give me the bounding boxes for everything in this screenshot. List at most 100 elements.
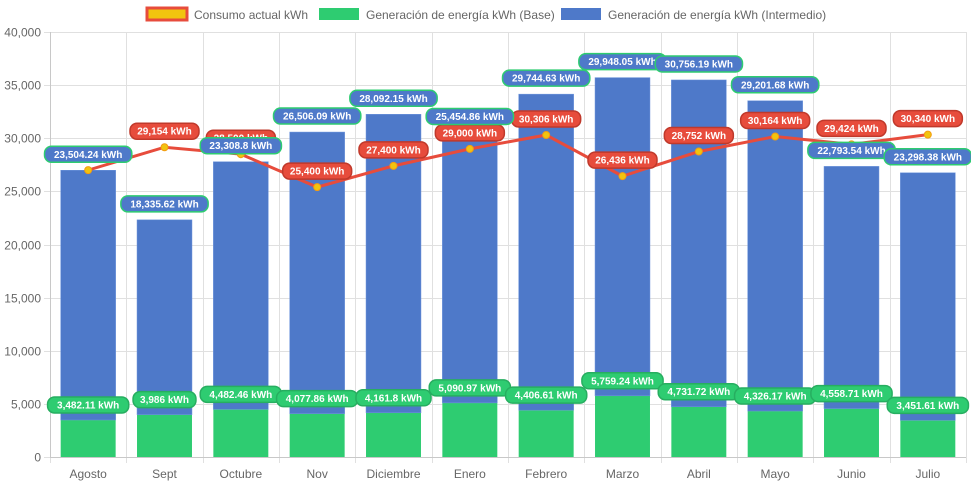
intermedio-label-text: 30,756.19 kWh — [665, 59, 733, 70]
x-axis: Agosto Sept Octubre Nov Diciembre Enero Febrer… — [50, 457, 966, 481]
bar-intermedio — [136, 219, 193, 415]
bar-intermedio — [213, 161, 269, 410]
base-label: 3,482.11 kWh — [46, 396, 130, 414]
consumo-label-text: 30,306 kWh — [519, 114, 573, 125]
base-label: 4,077.86 kWh — [275, 389, 359, 408]
base-label: 4,326.17 kWh — [733, 387, 817, 405]
x-tick-label: Marzo — [606, 467, 640, 481]
legend-swatch-consumo — [145, 6, 189, 22]
base-label: 4,406.61 kWh — [504, 386, 588, 404]
bar-base — [518, 410, 574, 457]
data-labels: 3,482.11 kWh 3,986 kWh 4,482.46 kWh 4,077.8… — [43, 52, 971, 415]
consumo-label-bg — [358, 141, 429, 159]
consumo-label-text: 28,752 kWh — [672, 131, 726, 142]
intermedio-label: 30,756.19 kWh — [654, 55, 744, 73]
y-tick-label: 15,000 — [4, 292, 41, 306]
consumo-label: 30,164 kWh — [739, 111, 811, 130]
intermedio-label-bg — [43, 145, 133, 164]
consumo-label-text: 25,400 kWh — [290, 167, 344, 178]
bar-base — [747, 411, 803, 457]
consumo-label: 29,424 kWh — [816, 119, 887, 138]
legend-item-intermedio[interactable]: Generación de energía kWh (Intermedio) — [561, 8, 826, 22]
x-tick-label: Enero — [454, 467, 486, 481]
consumption-point — [84, 166, 93, 175]
bar-base — [824, 408, 879, 457]
base-label: 5,759.24 kWh — [581, 372, 664, 390]
y-tick-label: 5,000 — [11, 398, 41, 412]
y-tick-label: 0 — [34, 451, 41, 465]
intermedio-label: 22,793.54 kWh — [807, 141, 896, 160]
bar-base — [900, 420, 956, 457]
base-label-bg — [355, 389, 432, 407]
y-tick-label: 35,000 — [4, 79, 41, 93]
base-label-text: 4,558.71 kWh — [820, 389, 883, 400]
intermedio-label: 18,335.62 kWh — [120, 195, 209, 213]
intermedio-label-text: 28,092.15 kWh — [359, 94, 427, 105]
base-label: 4,731.72 kWh — [657, 382, 741, 401]
x-tick-label: Julio — [915, 467, 940, 481]
consumo-label-text: 26,436 kWh — [595, 156, 649, 167]
consumo-label-bg — [816, 119, 887, 138]
base-label: 4,161.8 kWh — [355, 389, 432, 407]
consumo-label-bg — [739, 111, 811, 130]
intermedio-label: 28,092.15 kWh — [349, 89, 438, 108]
base-label: 4,558.71 kWh — [810, 384, 893, 403]
consumo-label-bg — [587, 151, 658, 169]
consumption-point — [313, 183, 322, 192]
intermedio-label-text: 22,793.54 kWh — [817, 146, 885, 157]
base-label-bg — [581, 372, 664, 390]
bar-base — [366, 412, 421, 457]
legend-swatch-base — [319, 8, 359, 20]
consumo-label: 27,400 kWh — [358, 141, 429, 159]
consumption-point — [923, 130, 932, 139]
y-tick-label: 30,000 — [4, 132, 41, 146]
consumo-label: 30,306 kWh — [510, 110, 582, 128]
y-tick-label: 20,000 — [4, 239, 41, 253]
base-label-text: 4,482.46 kWh — [209, 390, 272, 401]
intermedio-label: 23,298.38 kWh — [883, 148, 971, 166]
intermedio-label-text: 23,504.24 kWh — [54, 150, 122, 161]
intermedio-label-bg — [501, 69, 591, 87]
base-label-text: 4,326.17 kWh — [744, 392, 807, 403]
consumption-point — [771, 132, 780, 141]
x-tick-label: Diciembre — [366, 467, 420, 481]
legend-item-base[interactable]: Generación de energía kWh (Base) — [319, 8, 555, 22]
intermedio-label-text: 26,506.09 kWh — [283, 112, 351, 123]
consumo-label-text: 27,400 kWh — [366, 145, 420, 156]
base-label-bg — [132, 390, 197, 409]
base-label-text: 5,090.97 kWh — [438, 383, 501, 394]
base-label-text: 4,077.86 kWh — [286, 394, 349, 405]
bar-intermedio — [60, 170, 116, 421]
intermedio-label: 29,201.68 kWh — [730, 76, 820, 94]
base-label: 3,986 kWh — [132, 390, 197, 409]
y-axis: 0 5,000 10,000 15,000 20,000 25,000 30,000 35,0… — [4, 26, 51, 465]
bar-intermedio — [442, 132, 498, 404]
base-label-text: 3,451.61 kWh — [896, 401, 959, 412]
consumption-point — [160, 143, 169, 152]
y-tick-label: 25,000 — [4, 185, 41, 199]
bar-base — [442, 402, 498, 457]
grid-lines — [44, 32, 967, 463]
consumo-label-bg — [129, 122, 200, 140]
consumo-label-bg — [281, 162, 353, 180]
consumo-label-bg — [892, 109, 964, 128]
consumo-label-text: 29,424 kWh — [824, 124, 878, 135]
consumo-label: 28,752 kWh — [663, 126, 735, 145]
intermedio-label: 26,506.09 kWh — [272, 107, 362, 125]
legend[interactable]: Consumo actual kWh Generación de energía… — [145, 6, 826, 22]
x-tick-label: Nov — [306, 467, 327, 481]
consumo-label: 29,000 kWh — [434, 124, 506, 142]
legend-swatch-intermedio — [561, 8, 601, 20]
intermedio-label-text: 29,948.05 kWh — [588, 57, 656, 68]
legend-item-consumo[interactable]: Consumo actual kWh — [145, 6, 308, 22]
intermedio-label: 23,308.8 kWh — [199, 136, 283, 155]
base-label-bg — [504, 386, 588, 404]
intermedio-label-bg — [272, 107, 362, 125]
bar-intermedio — [823, 166, 880, 409]
bar-intermedio — [518, 93, 574, 411]
intermedio-label-bg — [120, 195, 209, 213]
y-tick-label: 40,000 — [4, 26, 41, 40]
x-tick-label: Agosto — [69, 467, 107, 481]
x-tick-label: Mayo — [760, 467, 790, 481]
consumo-label-bg — [663, 126, 735, 145]
